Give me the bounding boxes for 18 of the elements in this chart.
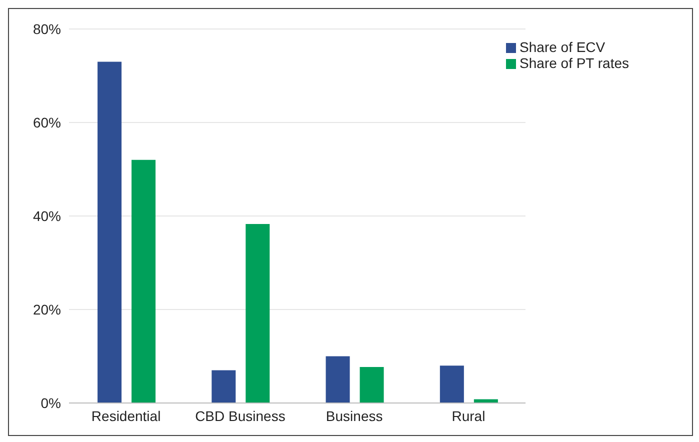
bar	[212, 370, 236, 403]
legend-label: Share of ECV	[520, 39, 606, 55]
y-tick-label: 0%	[40, 394, 61, 411]
x-tick-label: Residential	[91, 408, 161, 424]
bar	[326, 356, 350, 403]
bar	[246, 224, 270, 403]
y-tick-label: 20%	[32, 301, 61, 318]
x-tick-label: CBD Business	[195, 408, 286, 424]
legend-label: Share of PT rates	[520, 55, 629, 71]
y-tick-label: 60%	[32, 114, 61, 130]
bar	[132, 160, 156, 403]
y-tick-label: 80%	[32, 20, 61, 37]
bar	[98, 62, 122, 403]
bar	[360, 367, 384, 403]
y-tick-label: 40%	[32, 208, 61, 224]
bar	[440, 366, 464, 403]
x-tick-label: Business	[326, 408, 383, 424]
x-tick-label: Rural	[452, 408, 486, 424]
